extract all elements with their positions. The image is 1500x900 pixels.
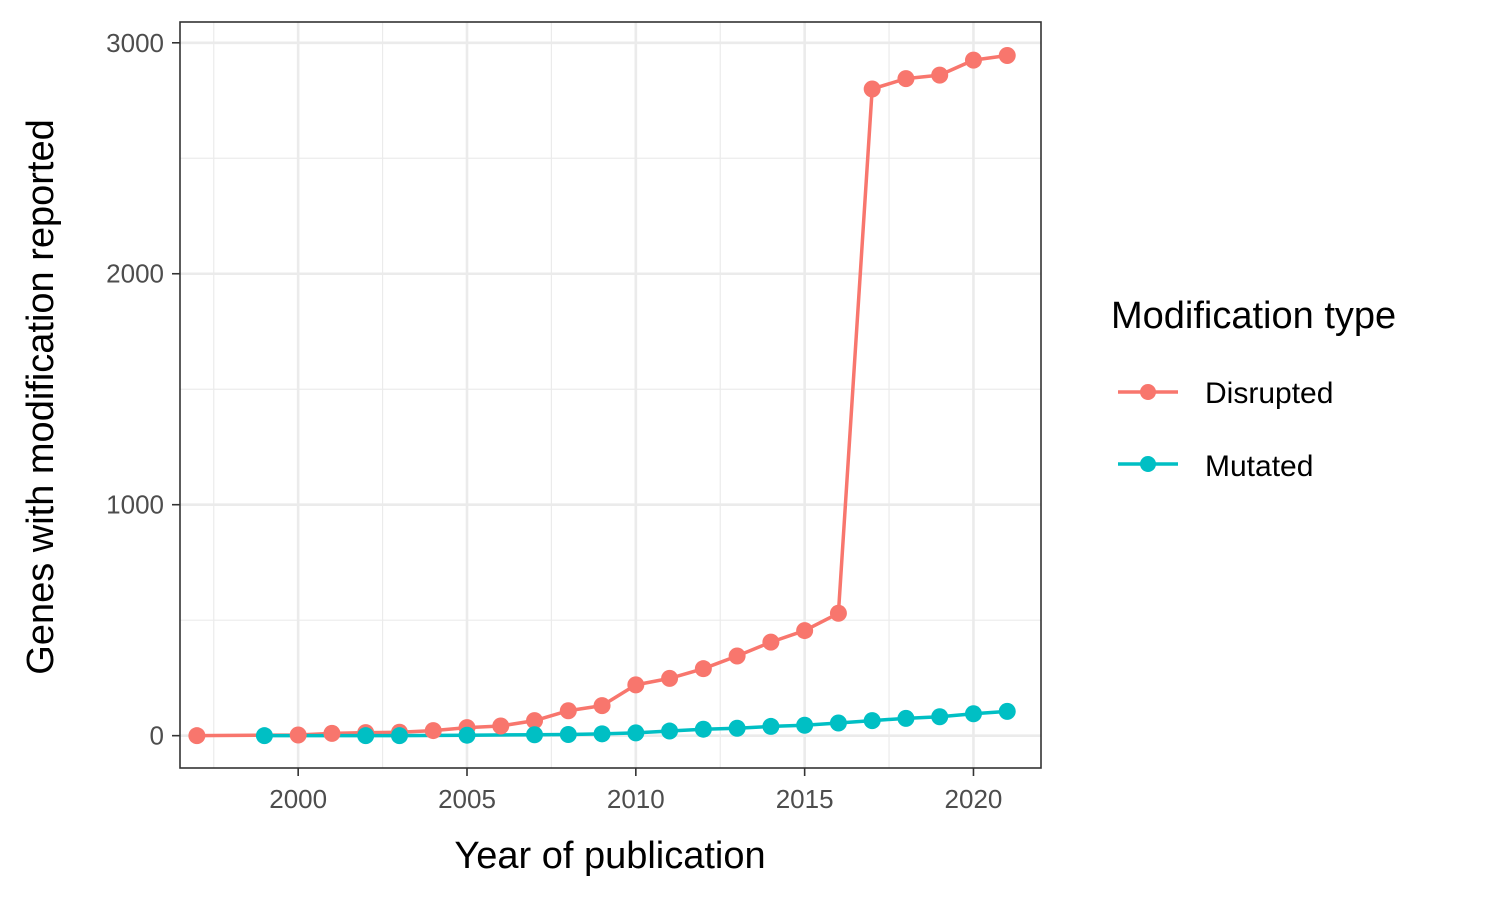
data-point-mutated	[964, 705, 982, 723]
legend: Modification type Disrupted Mutated	[1111, 295, 1396, 483]
x-tick-label: 2000	[269, 784, 327, 814]
data-point-disrupted	[424, 722, 442, 740]
x-tick-label: 2010	[607, 784, 665, 814]
plot-panel	[180, 22, 1041, 768]
data-point-disrupted	[762, 633, 780, 651]
data-point-disrupted	[188, 727, 206, 745]
data-point-mutated	[390, 727, 408, 745]
legend-key-point-disrupted	[1140, 384, 1156, 400]
data-point-mutated	[796, 716, 814, 734]
data-point-disrupted	[964, 51, 982, 69]
data-point-mutated	[593, 725, 611, 743]
data-point-mutated	[661, 722, 679, 740]
data-point-disrupted	[728, 647, 746, 665]
y-axis: 0 1000 2000 3000	[106, 28, 180, 751]
data-point-disrupted	[492, 717, 510, 735]
y-tick-label: 0	[150, 721, 164, 751]
plot-border	[179, 21, 1042, 769]
x-tick-label: 2005	[438, 784, 496, 814]
data-point-disrupted	[661, 669, 679, 687]
series-layer	[188, 46, 1016, 745]
data-point-mutated	[458, 726, 476, 744]
data-point-disrupted	[559, 702, 577, 720]
legend-label-disrupted: Disrupted	[1205, 377, 1333, 410]
data-point-mutated	[559, 726, 577, 744]
data-point-disrupted	[829, 604, 847, 622]
y-axis-title: Genes with modification reported	[20, 119, 62, 675]
x-tick-label: 2015	[776, 784, 834, 814]
x-axis: 2000 2005 2010 2015 2020	[269, 768, 1002, 814]
legend-item-mutated: Mutated	[1118, 450, 1313, 483]
data-point-disrupted	[289, 726, 307, 744]
data-point-disrupted	[931, 66, 949, 84]
data-point-disrupted	[863, 80, 881, 98]
data-point-mutated	[863, 712, 881, 730]
x-tick-label: 2020	[945, 784, 1003, 814]
legend-label-mutated: Mutated	[1205, 450, 1313, 483]
data-point-mutated	[728, 719, 746, 737]
data-point-disrupted	[526, 712, 544, 730]
legend-item-disrupted: Disrupted	[1118, 377, 1333, 410]
y-tick-label: 2000	[106, 259, 164, 289]
data-point-mutated	[627, 724, 645, 742]
data-point-mutated	[694, 720, 712, 738]
data-point-mutated	[897, 709, 915, 727]
minor-gridlines	[180, 22, 1041, 768]
data-point-disrupted	[897, 70, 915, 88]
data-point-mutated	[998, 702, 1016, 720]
data-point-mutated	[829, 714, 847, 732]
data-point-disrupted	[796, 622, 814, 640]
x-axis-title: Year of publication	[454, 835, 765, 877]
data-point-mutated	[255, 727, 273, 745]
data-point-disrupted	[593, 697, 611, 715]
legend-key-point-mutated	[1140, 456, 1156, 472]
data-point-mutated	[357, 727, 375, 745]
data-point-disrupted	[998, 46, 1016, 64]
legend-title: Modification type	[1111, 295, 1396, 337]
data-point-mutated	[526, 726, 544, 744]
data-point-disrupted	[323, 724, 341, 742]
data-point-disrupted	[694, 660, 712, 678]
y-tick-label: 3000	[106, 28, 164, 58]
y-tick-label: 1000	[106, 490, 164, 520]
data-point-mutated	[762, 717, 780, 735]
data-point-disrupted	[627, 676, 645, 694]
data-point-mutated	[931, 708, 949, 726]
